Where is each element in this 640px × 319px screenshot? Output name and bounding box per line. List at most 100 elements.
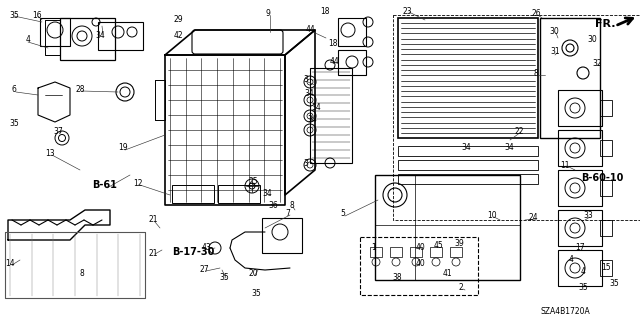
Bar (40, 18, 70, 46)
Text: 28: 28 (76, 85, 84, 94)
Text: 20: 20 (248, 270, 258, 278)
Text: 19: 19 (118, 144, 128, 152)
Text: 16: 16 (32, 11, 42, 19)
Text: 7: 7 (285, 210, 291, 219)
Text: 42: 42 (173, 31, 183, 40)
Text: 1: 1 (372, 243, 376, 253)
Text: 45: 45 (434, 241, 444, 250)
Text: 34: 34 (311, 102, 321, 112)
Text: 25: 25 (248, 177, 258, 187)
Text: 43: 43 (202, 243, 212, 253)
Text: 36: 36 (268, 201, 278, 210)
Text: 11: 11 (560, 160, 570, 169)
Text: 33: 33 (583, 211, 593, 219)
Text: 31: 31 (550, 48, 560, 56)
Text: 4: 4 (580, 266, 586, 276)
Bar (390, 247, 402, 257)
Text: 23: 23 (402, 6, 412, 16)
Text: 35: 35 (9, 118, 19, 128)
Bar (558, 130, 602, 166)
Bar (60, 18, 115, 60)
Text: 10: 10 (487, 211, 497, 219)
Bar (172, 185, 214, 203)
Text: 22: 22 (515, 127, 524, 136)
Bar (398, 18, 538, 138)
Text: 34: 34 (504, 144, 514, 152)
Text: 18: 18 (320, 8, 330, 17)
Text: 40: 40 (415, 258, 425, 268)
Text: 12: 12 (133, 179, 143, 188)
Bar (558, 90, 602, 126)
Text: B-61: B-61 (93, 180, 117, 190)
Bar (450, 247, 462, 257)
Bar (398, 174, 538, 184)
Text: 38: 38 (392, 273, 402, 283)
Bar (558, 250, 602, 286)
Bar (558, 170, 602, 206)
Text: 34: 34 (95, 31, 105, 40)
Text: 29: 29 (173, 16, 183, 25)
Text: 4: 4 (26, 35, 31, 44)
Bar (310, 68, 352, 163)
Text: 35: 35 (578, 283, 588, 292)
Text: 21: 21 (148, 249, 157, 257)
Text: SZA4B1720A: SZA4B1720A (540, 308, 590, 316)
Text: 9: 9 (266, 10, 271, 19)
Text: 15: 15 (601, 263, 611, 272)
Text: 14: 14 (5, 259, 15, 269)
Text: 34: 34 (307, 115, 317, 124)
Bar (600, 100, 612, 116)
Text: B-60-10: B-60-10 (581, 173, 623, 183)
Bar (360, 237, 478, 295)
Text: 27: 27 (199, 265, 209, 275)
Bar (600, 180, 612, 196)
Text: 4: 4 (568, 256, 573, 264)
Bar (600, 220, 612, 236)
Bar (218, 185, 260, 203)
Text: 5: 5 (340, 210, 346, 219)
Text: 35: 35 (219, 272, 229, 281)
Text: B-17-30: B-17-30 (172, 247, 214, 257)
Text: FR.: FR. (595, 19, 615, 29)
Bar (262, 218, 302, 253)
Bar (398, 146, 538, 156)
Bar (98, 22, 143, 50)
Text: 41: 41 (442, 270, 452, 278)
Bar (338, 50, 366, 75)
Text: 44: 44 (305, 26, 315, 34)
Bar (600, 260, 612, 276)
Bar (600, 140, 612, 156)
Text: 35: 35 (609, 278, 619, 287)
Text: 17: 17 (575, 242, 585, 251)
Text: 2: 2 (459, 283, 463, 292)
Bar (398, 160, 538, 170)
Text: 18: 18 (328, 40, 338, 48)
Bar (375, 175, 520, 280)
Bar (558, 210, 602, 246)
Text: 34: 34 (304, 90, 314, 99)
Text: 24: 24 (528, 213, 538, 222)
Bar (370, 247, 382, 257)
Bar (540, 18, 600, 138)
Text: 40: 40 (416, 243, 426, 253)
Text: 6: 6 (12, 85, 17, 94)
Text: 34: 34 (262, 189, 272, 197)
Bar (430, 247, 442, 257)
Text: 34: 34 (461, 144, 471, 152)
Text: 30: 30 (549, 27, 559, 36)
Text: 21: 21 (148, 216, 157, 225)
Text: 32: 32 (592, 60, 602, 69)
Text: 3: 3 (303, 76, 308, 85)
Text: 44: 44 (330, 57, 340, 66)
Text: 8: 8 (534, 70, 538, 78)
Text: 3: 3 (303, 159, 308, 167)
Text: 13: 13 (45, 149, 55, 158)
Text: 35: 35 (9, 11, 19, 19)
Text: 30: 30 (587, 35, 597, 44)
Text: 8: 8 (79, 270, 84, 278)
Text: 35: 35 (251, 288, 261, 298)
Bar (393, 15, 640, 220)
Text: 37: 37 (53, 128, 63, 137)
Bar (338, 18, 366, 46)
Bar (410, 247, 422, 257)
